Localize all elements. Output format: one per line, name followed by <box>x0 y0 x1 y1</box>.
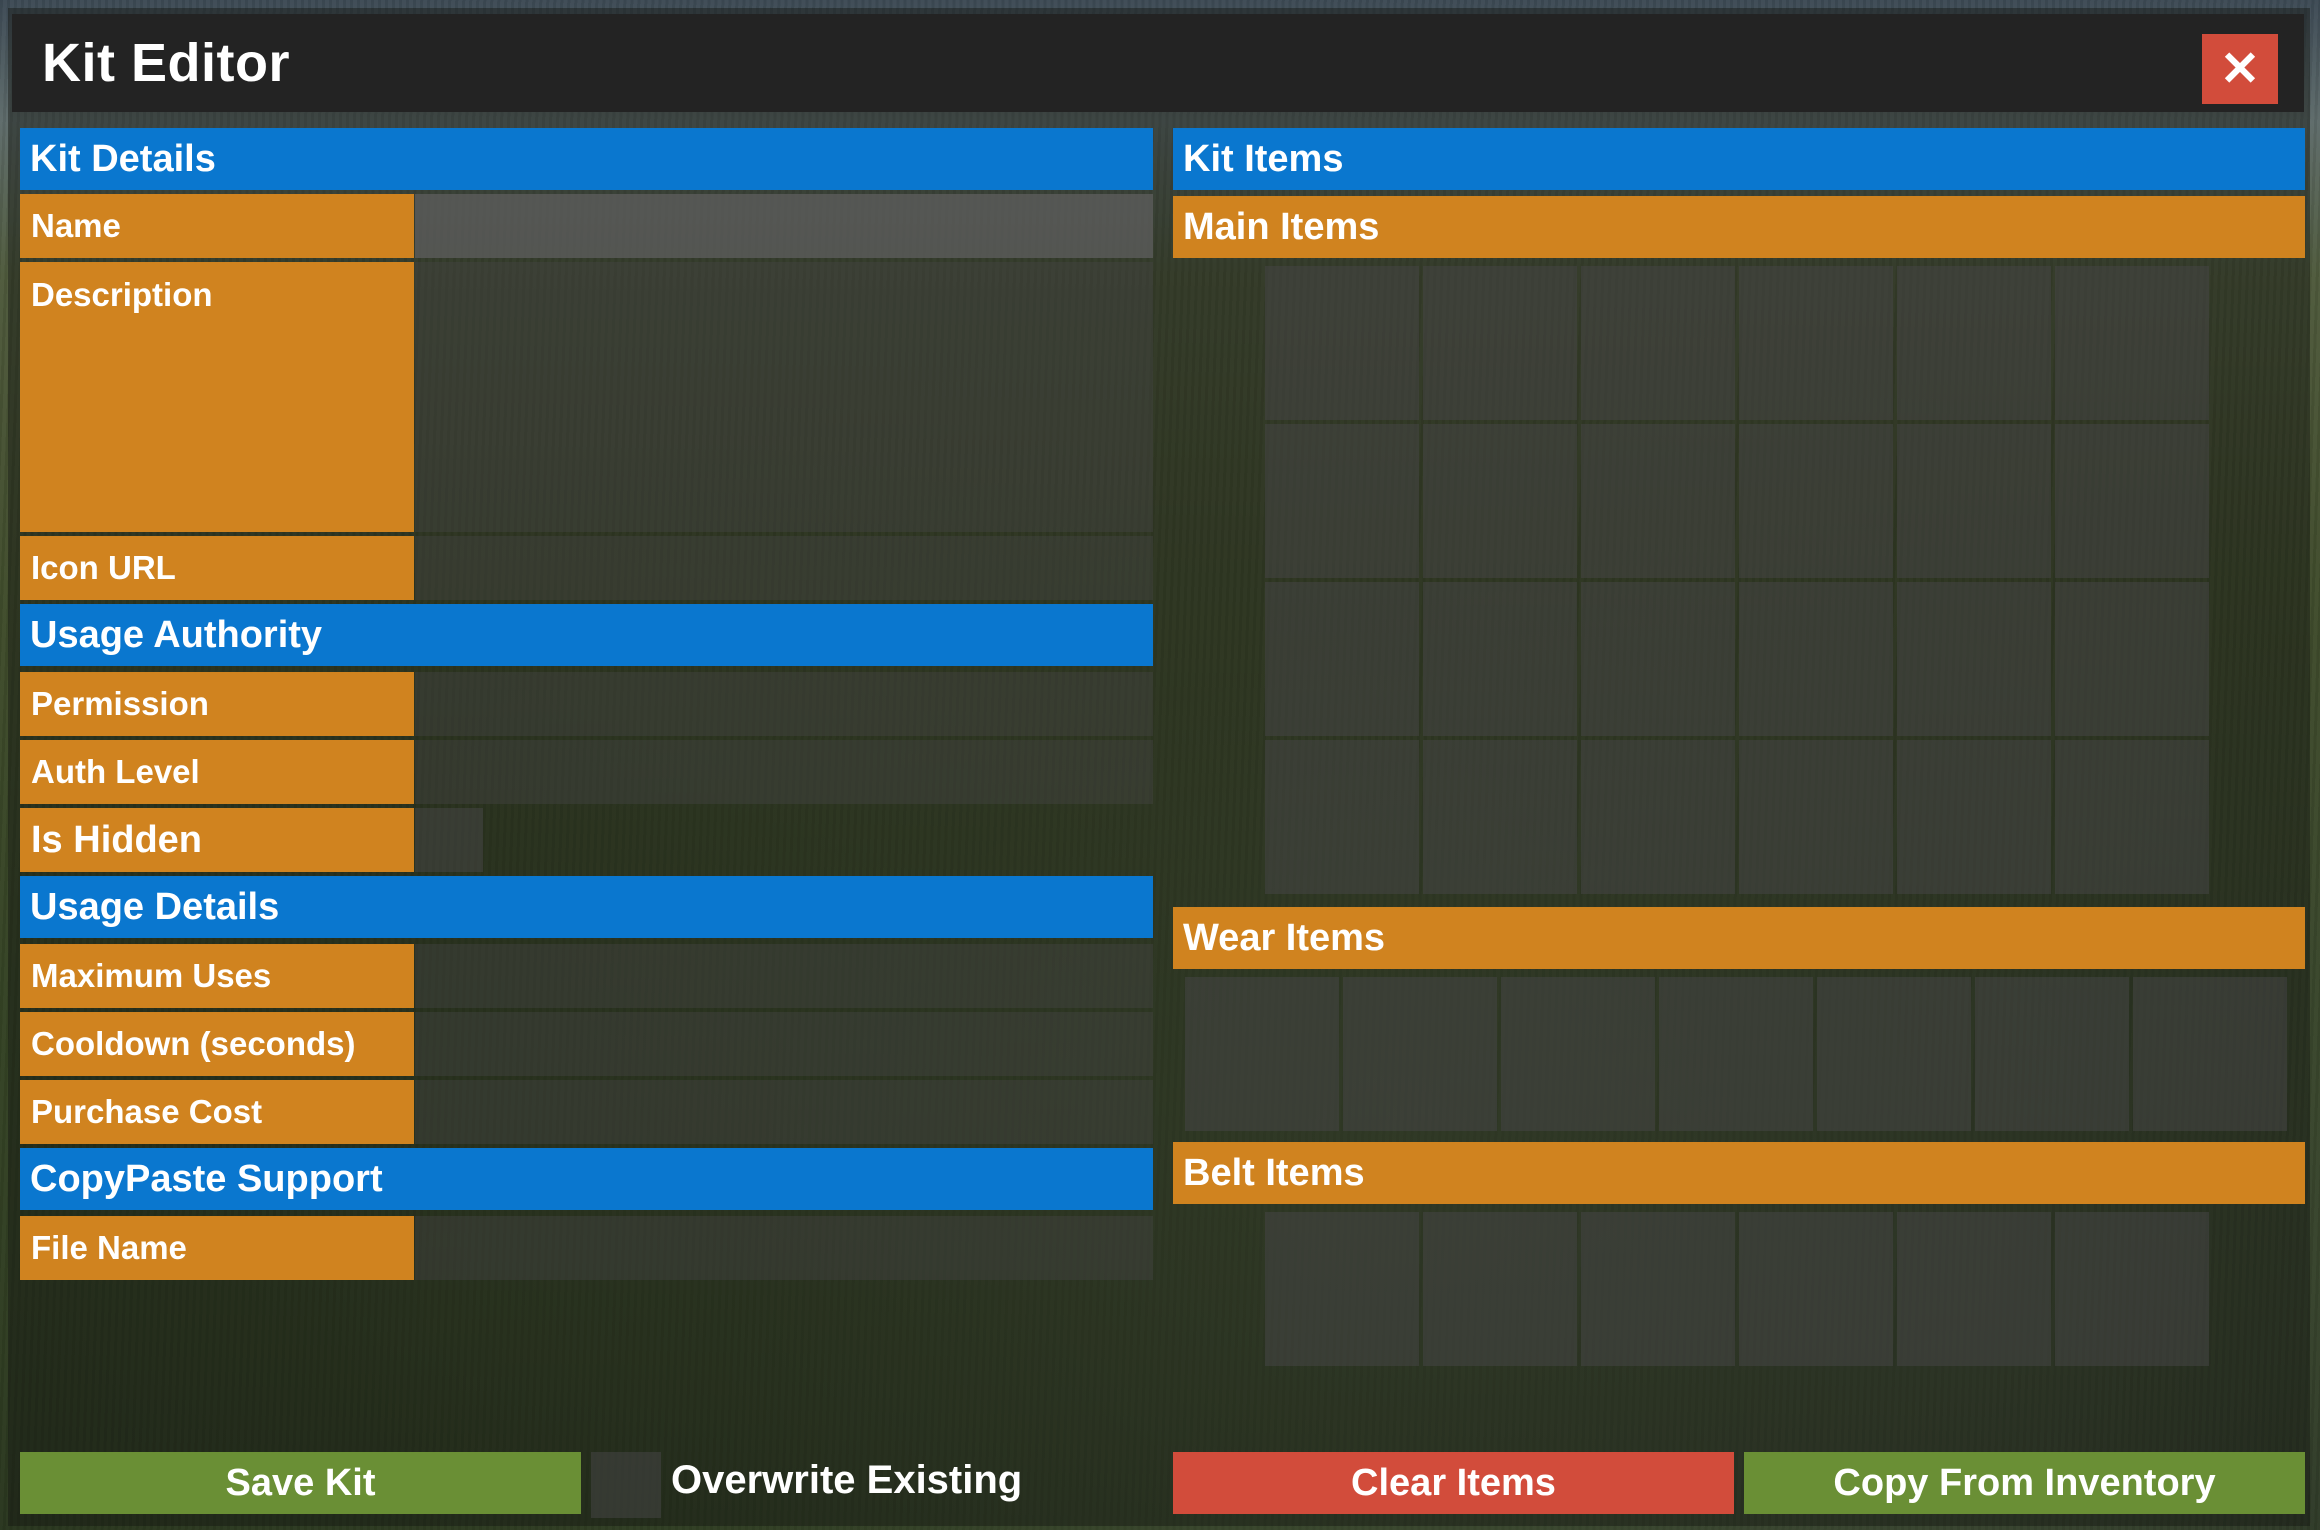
belt-item-slot[interactable] <box>1423 1212 1577 1366</box>
purchase-cost-label: Purchase Cost <box>20 1080 414 1144</box>
main-item-slot[interactable] <box>1265 740 1419 894</box>
icon-url-label: Icon URL <box>20 536 414 600</box>
is-hidden-checkbox[interactable] <box>415 808 483 872</box>
overwrite-existing-checkbox[interactable] <box>591 1452 661 1518</box>
wear-item-slot[interactable] <box>1817 977 1971 1131</box>
main-item-slot[interactable] <box>1739 740 1893 894</box>
purchase-cost-input[interactable] <box>415 1080 1153 1144</box>
main-item-slot[interactable] <box>1581 424 1735 578</box>
main-item-slot[interactable] <box>1265 424 1419 578</box>
file-name-input[interactable] <box>415 1216 1153 1280</box>
description-input[interactable] <box>415 262 1153 532</box>
main-item-slot[interactable] <box>1423 266 1577 420</box>
main-item-slot[interactable] <box>1423 582 1577 736</box>
permission-input[interactable] <box>415 672 1153 736</box>
close-button[interactable]: ✕ <box>2202 34 2278 104</box>
wear-item-slot[interactable] <box>2133 977 2287 1131</box>
cooldown-input[interactable] <box>415 1012 1153 1076</box>
main-item-slot[interactable] <box>1739 266 1893 420</box>
belt-item-slot[interactable] <box>2055 1212 2209 1366</box>
cooldown-label: Cooldown (seconds) <box>20 1012 414 1076</box>
description-label: Description <box>20 262 414 532</box>
main-item-slot[interactable] <box>1581 582 1735 736</box>
section-header-kit-items: Kit Items <box>1173 128 2305 190</box>
main-item-slot[interactable] <box>1897 740 2051 894</box>
wear-items-header: Wear Items <box>1173 907 2305 969</box>
maximum-uses-label: Maximum Uses <box>20 944 414 1008</box>
wear-item-slot[interactable] <box>1501 977 1655 1131</box>
main-item-slot[interactable] <box>1581 266 1735 420</box>
clear-items-button[interactable]: Clear Items <box>1173 1452 1734 1514</box>
main-item-slot[interactable] <box>1265 582 1419 736</box>
section-header-copypaste-support: CopyPaste Support <box>20 1148 1153 1210</box>
overwrite-existing-label: Overwrite Existing <box>671 1458 1023 1502</box>
main-item-slot[interactable] <box>1897 424 2051 578</box>
main-item-slot[interactable] <box>1739 582 1893 736</box>
main-item-slot[interactable] <box>1739 424 1893 578</box>
belt-item-slot[interactable] <box>1897 1212 2051 1366</box>
section-header-usage-details: Usage Details <box>20 876 1153 938</box>
main-item-slot[interactable] <box>1581 740 1735 894</box>
belt-item-slot[interactable] <box>1265 1212 1419 1366</box>
title-bar: Kit Editor ✕ <box>12 14 2304 112</box>
wear-item-slot[interactable] <box>1343 977 1497 1131</box>
auth-level-label: Auth Level <box>20 740 414 804</box>
icon-url-input[interactable] <box>415 536 1153 600</box>
belt-item-slot[interactable] <box>1581 1212 1735 1366</box>
wear-item-slot[interactable] <box>1185 977 1339 1131</box>
name-label: Name <box>20 194 414 258</box>
main-item-slot[interactable] <box>2055 740 2209 894</box>
main-item-slot[interactable] <box>1897 266 2051 420</box>
close-icon: ✕ <box>2219 43 2261 96</box>
belt-items-header: Belt Items <box>1173 1142 2305 1204</box>
section-header-usage-authority: Usage Authority <box>20 604 1153 666</box>
save-kit-button[interactable]: Save Kit <box>20 1452 581 1514</box>
wear-item-slot[interactable] <box>1659 977 1813 1131</box>
main-item-slot[interactable] <box>1423 424 1577 578</box>
name-input[interactable] <box>415 194 1153 258</box>
main-items-header: Main Items <box>1173 196 2305 258</box>
maximum-uses-input[interactable] <box>415 944 1153 1008</box>
file-name-label: File Name <box>20 1216 414 1280</box>
permission-label: Permission <box>20 672 414 736</box>
copy-from-inventory-button[interactable]: Copy From Inventory <box>1744 1452 2305 1514</box>
main-item-slot[interactable] <box>2055 424 2209 578</box>
is-hidden-label: Is Hidden <box>20 808 414 872</box>
belt-item-slot[interactable] <box>1739 1212 1893 1366</box>
section-header-kit-details: Kit Details <box>20 128 1153 190</box>
main-item-slot[interactable] <box>1265 266 1419 420</box>
main-item-slot[interactable] <box>1897 582 2051 736</box>
main-item-slot[interactable] <box>2055 582 2209 736</box>
main-item-slot[interactable] <box>2055 266 2209 420</box>
wear-item-slot[interactable] <box>1975 977 2129 1131</box>
auth-level-input[interactable] <box>415 740 1153 804</box>
window-title: Kit Editor <box>42 33 290 93</box>
main-item-slot[interactable] <box>1423 740 1577 894</box>
